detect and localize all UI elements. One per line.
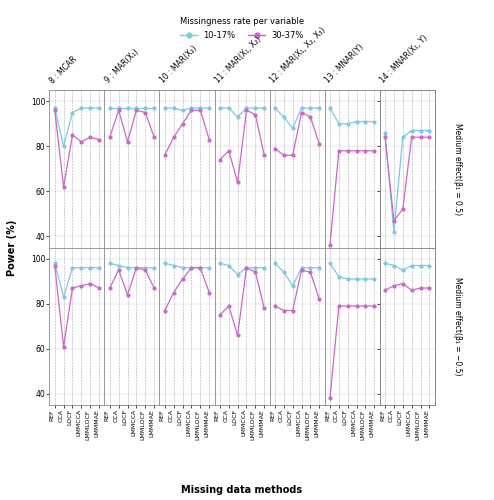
Text: 14 : MNAR(X₁, Y): 14 : MNAR(X₁, Y) [379, 34, 430, 85]
Text: 10 : MAR(X₂): 10 : MAR(X₂) [159, 44, 199, 85]
Text: Power (%): Power (%) [7, 220, 17, 276]
Text: Missing data methods: Missing data methods [181, 485, 303, 495]
Text: 13 : MNAR(Y): 13 : MNAR(Y) [324, 43, 366, 85]
Legend: 10-17%, 30-37%: 10-17%, 30-37% [177, 14, 307, 43]
Text: 12 : MAR(X₁, X₂, X₃): 12 : MAR(X₁, X₂, X₃) [269, 26, 328, 85]
Y-axis label: Medium effect(β₁ = 0.5): Medium effect(β₁ = 0.5) [453, 122, 462, 215]
Text: 8 : MCAR: 8 : MCAR [48, 54, 80, 85]
Text: 9 : MAR(X₁): 9 : MAR(X₁) [104, 48, 141, 85]
Text: 11 : MAR(X₁, X₂): 11 : MAR(X₁, X₂) [214, 35, 263, 85]
Y-axis label: Medium effect(β₁ = −0.5): Medium effect(β₁ = −0.5) [453, 277, 462, 376]
